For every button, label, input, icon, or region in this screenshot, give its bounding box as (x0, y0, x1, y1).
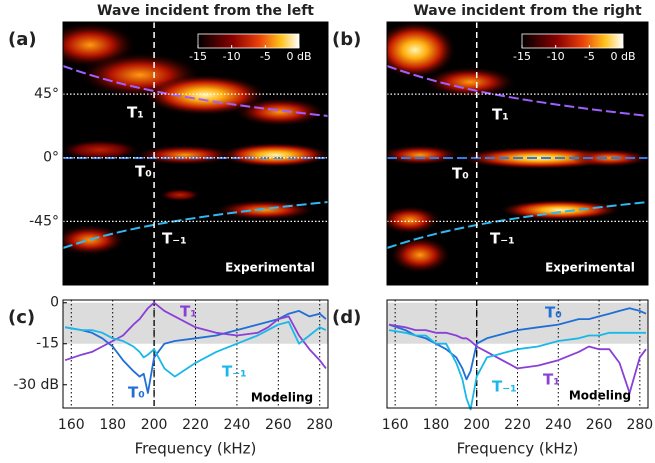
mode-label: T₁ (492, 106, 509, 124)
plot-frame (62, 21, 329, 286)
colorbar (197, 33, 300, 49)
series-line (64, 301, 327, 369)
series-label: T₋₁ (222, 363, 247, 381)
colorbar-tick-label: 0 dB (286, 50, 311, 63)
series-line (64, 321, 327, 378)
colorbar-tick-label: -15 (189, 50, 207, 63)
panel-note: Modeling (569, 389, 631, 403)
colorbar-tick-label: -5 (584, 50, 595, 63)
colorbar (521, 33, 624, 49)
model-curves-b (386, 65, 649, 249)
mode-label: T₀ (452, 165, 469, 183)
mode-label: T₋₁ (162, 230, 187, 248)
x-tick-label: 260 (265, 417, 292, 433)
x-tick-label: 280 (306, 417, 333, 433)
x-tick-label: 260 (586, 417, 613, 433)
series-label: T₀ (128, 384, 145, 402)
x-tick-label: 180 (99, 417, 126, 433)
plot-frame (386, 299, 649, 409)
chart-title: Wave incident from the right (413, 3, 642, 19)
x-tick-label: 160 (382, 417, 409, 433)
series-label: T₁ (180, 303, 197, 321)
x-tick-label: 160 (58, 417, 85, 433)
colorbar-tick-label: -15 (513, 50, 531, 63)
y-tick-label: 0° (43, 150, 59, 166)
series-label: T₁ (543, 371, 560, 389)
x-tick-label: 240 (224, 417, 251, 433)
mode-label: T₀ (135, 163, 152, 181)
model-curves-a (62, 65, 329, 249)
plot-frame (62, 299, 329, 409)
x-tick-label: 220 (504, 417, 531, 433)
series-label: T₀ (545, 304, 562, 322)
panel-label: (a) (8, 29, 37, 50)
series-label: T₋₁ (492, 378, 517, 396)
panel-label: (b) (332, 29, 361, 50)
heatmap-image-b (387, 22, 648, 285)
series-line (388, 323, 647, 394)
x-axis-label: Frequency (kHz) (135, 440, 257, 458)
x-tick-label: 200 (463, 417, 490, 433)
colorbar-tick-label: 0 dB (610, 50, 635, 63)
series-line (388, 329, 646, 411)
y-tick-label: 45° (34, 86, 59, 102)
y-tick-label: -15 (36, 336, 59, 352)
y-tick-label: -30 dB (13, 377, 59, 393)
panel-note: Modeling (251, 391, 313, 405)
x-tick-label: 180 (423, 417, 450, 433)
x-tick-label: 220 (182, 417, 209, 433)
heatmap-image-a (63, 22, 328, 285)
x-tick-label: 240 (545, 417, 572, 433)
panel-label: (d) (332, 307, 361, 328)
plot-frame (386, 21, 649, 286)
panel-note: Experimental (545, 261, 635, 275)
colorbar-tick-label: -5 (260, 50, 271, 63)
x-axis-label: Frequency (kHz) (457, 440, 579, 458)
y-tick-label: -45° (29, 213, 59, 229)
mode-label: T₁ (127, 104, 144, 122)
colorbar-tick-label: -10 (223, 50, 241, 63)
x-tick-label: 200 (141, 417, 168, 433)
y-tick-label: 0 (50, 295, 59, 311)
x-tick-label: 280 (626, 417, 653, 433)
panel-label: (c) (8, 307, 35, 328)
panel-note: Experimental (225, 261, 315, 275)
series-line (64, 310, 327, 394)
colorbar-tick-label: -10 (547, 50, 565, 63)
mode-label: T₋₁ (490, 230, 515, 248)
chart-title: Wave incident from the left (97, 3, 314, 19)
